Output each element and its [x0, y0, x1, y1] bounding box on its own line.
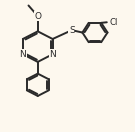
Text: N: N — [19, 50, 26, 59]
Text: S: S — [69, 26, 75, 35]
Text: O: O — [34, 12, 41, 21]
Text: Cl: Cl — [109, 18, 118, 27]
Text: N: N — [49, 50, 56, 59]
